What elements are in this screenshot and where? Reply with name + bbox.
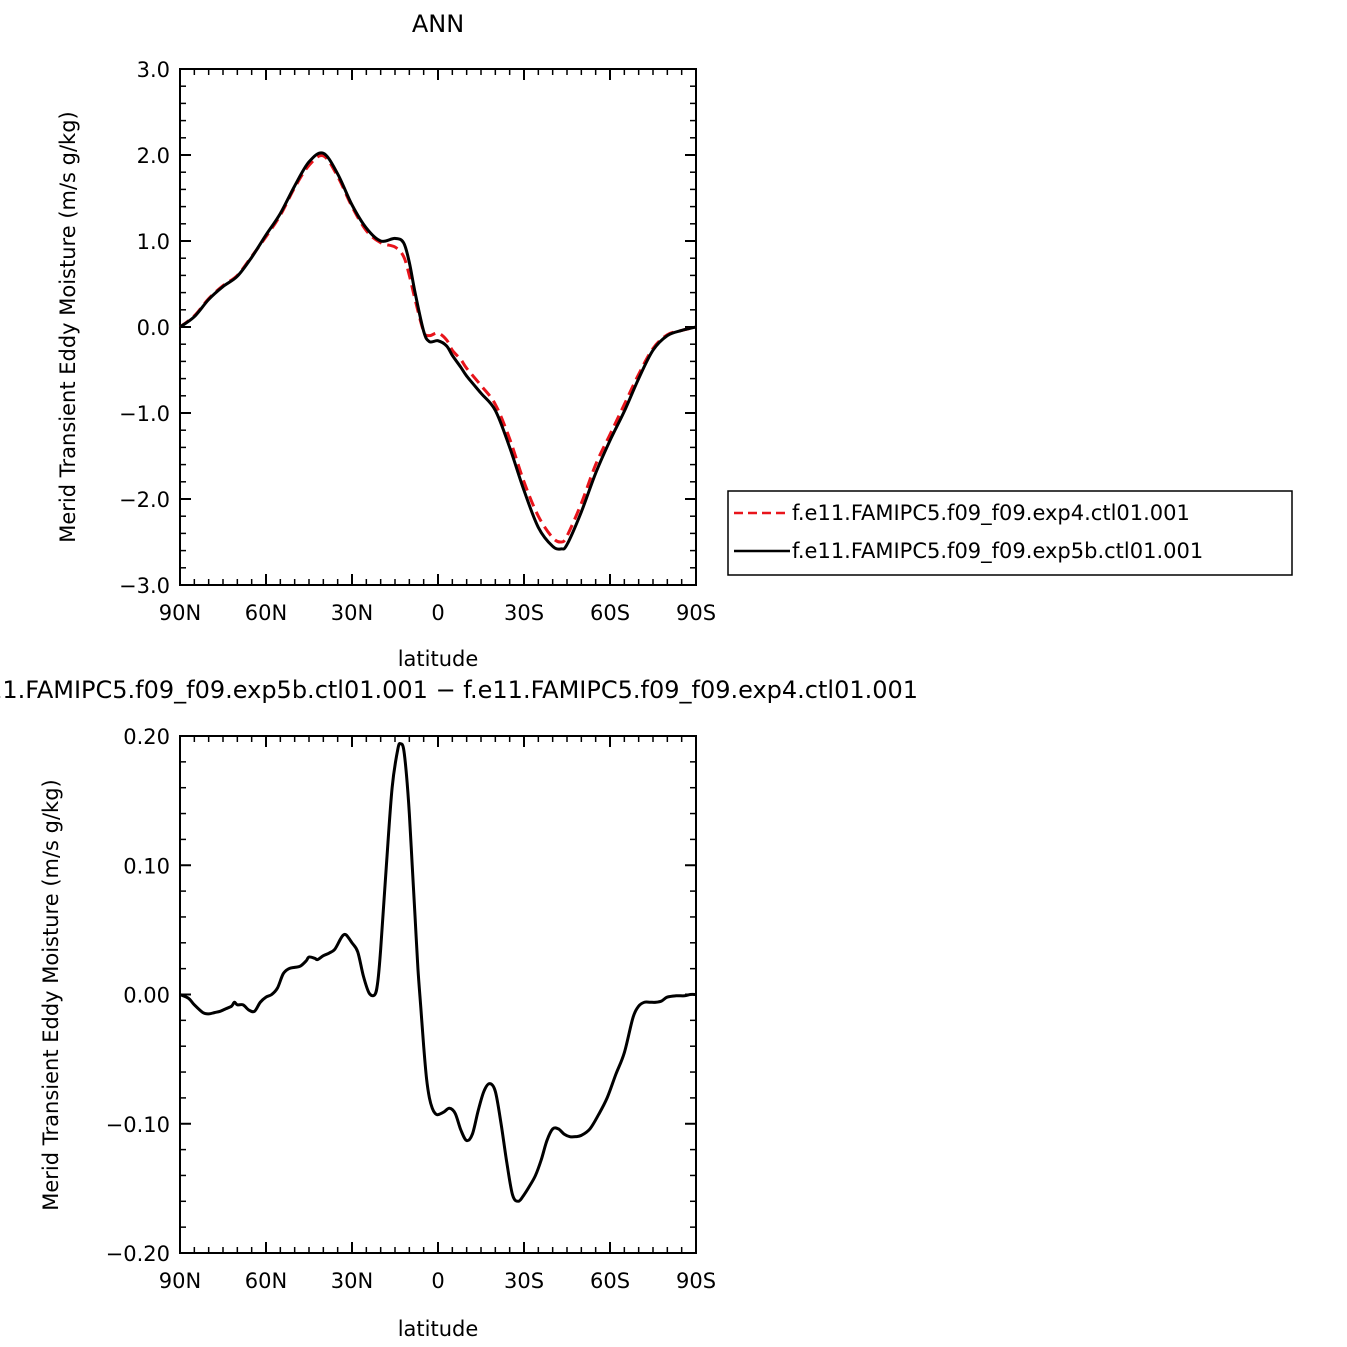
- bottom-x-tick-label: 30N: [331, 1269, 373, 1293]
- bottom-panel-title: f.e11.FAMIPC5.f09_f09.exp5b.ctl01.001 − …: [0, 676, 918, 704]
- legend-label-exp5b: f.e11.FAMIPC5.f09_f09.exp5b.ctl01.001: [792, 539, 1203, 564]
- bottom-y-axis-title: Merid Transient Eddy Moisture (m/s g/kg): [39, 779, 63, 1211]
- top-y-tick-label: 3.0: [137, 58, 170, 82]
- bottom-x-axis-title: latitude: [398, 1317, 479, 1341]
- top-plot-frame: [179, 68, 697, 586]
- bottom-x-tick-label: 60S: [590, 1269, 630, 1293]
- top-y-tick-label: 2.0: [137, 144, 170, 168]
- bottom-y-tick-label: −0.10: [106, 1113, 170, 1137]
- legend: f.e11.FAMIPC5.f09_f09.exp4.ctl01.001 f.e…: [727, 490, 1293, 576]
- top-x-tick-label: 90S: [676, 601, 716, 625]
- top-x-tick-label: 60S: [590, 601, 630, 625]
- legend-label-exp4: f.e11.FAMIPC5.f09_f09.exp4.ctl01.001: [792, 501, 1190, 526]
- top-axes: 90N 60N 30N 0 30S 60S 90S −3.0 −2.0 −1.0 0.0 1.0 2.0…: [119, 58, 716, 625]
- bottom-plot-frame: [179, 735, 697, 1254]
- top-x-tick-label: 30N: [331, 601, 373, 625]
- bottom-y-tick-label: −0.20: [106, 1242, 170, 1266]
- top-x-tick-label: 60N: [245, 601, 287, 625]
- bottom-y-tick-label: 0.10: [123, 854, 170, 878]
- bottom-x-tick-label: 90N: [159, 1269, 201, 1293]
- top-x-tick-label: 30S: [504, 601, 544, 625]
- top-series-line-1: [179, 151, 697, 551]
- bottom-axes: 90N 60N 30N 0 30S 60S 90S −0.20 −0.10 0.00 0.10 0.2…: [106, 725, 716, 1293]
- bottom-x-tick-label: 60N: [245, 1269, 287, 1293]
- bottom-x-tick-label: 30S: [504, 1269, 544, 1293]
- bottom-x-tick-label: 0: [431, 1269, 444, 1293]
- top-y-tick-label: 1.0: [137, 230, 170, 254]
- legend-box: [727, 490, 1293, 576]
- top-x-axis-title: latitude: [398, 647, 479, 671]
- bottom-y-tick-label: 0.20: [123, 725, 170, 749]
- top-panel-title: ANN: [412, 10, 464, 38]
- top-series-line-0: [179, 154, 697, 544]
- top-y-tick-label: −2.0: [119, 488, 170, 512]
- top-x-tick-label: 0: [431, 601, 444, 625]
- top-y-tick-label: 0.0: [137, 316, 170, 340]
- top-panel: ANN Merid Transient Eddy Moisture (m/s g…: [56, 10, 716, 671]
- top-x-tick-label: 90N: [159, 601, 201, 625]
- bottom-x-tick-label: 90S: [676, 1269, 716, 1293]
- top-series-lines: [179, 151, 697, 551]
- bottom-series-line-0: [179, 741, 697, 1203]
- bottom-y-tick-label: 0.00: [123, 984, 170, 1008]
- bottom-panel: f.e11.FAMIPC5.f09_f09.exp5b.ctl01.001 − …: [0, 676, 918, 1341]
- top-y-tick-label: −3.0: [119, 574, 170, 598]
- bottom-series-lines: [179, 741, 697, 1203]
- top-y-axis-title: Merid Transient Eddy Moisture (m/s g/kg): [56, 111, 80, 543]
- top-y-tick-label: −1.0: [119, 402, 170, 426]
